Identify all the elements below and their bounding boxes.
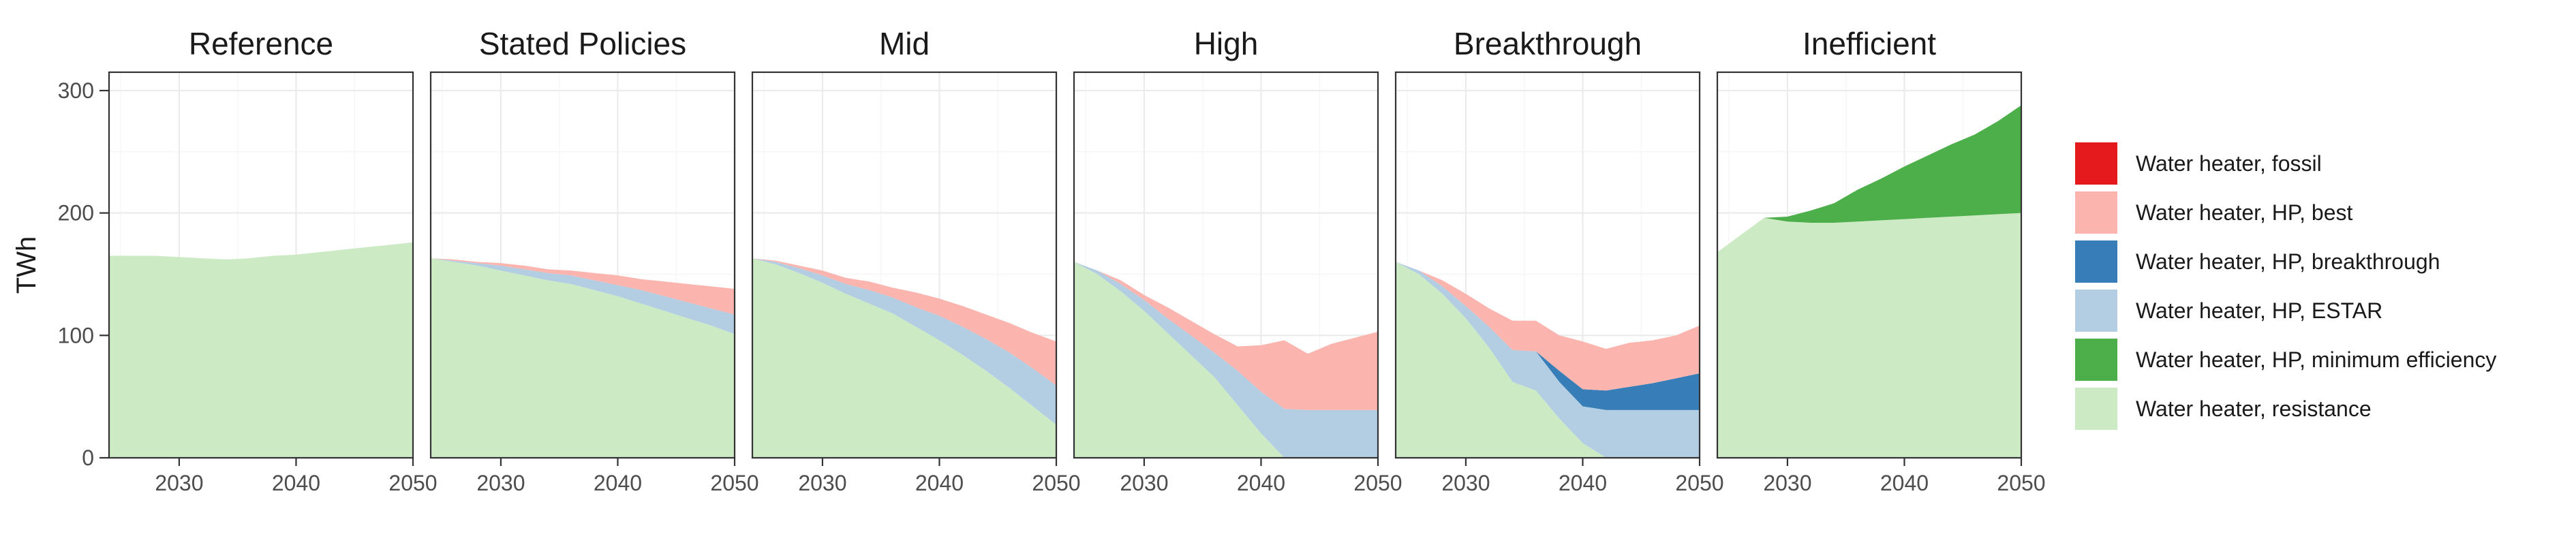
x-tick-label: 2050 <box>1997 471 2045 495</box>
x-tick-label: 2030 <box>1120 471 1168 495</box>
area-water-heater-resistance <box>431 258 735 458</box>
legend-item-water-heater-hp-estar: Water heater, HP, ESTAR <box>2073 287 2382 334</box>
area-water-heater-hp-best <box>1396 262 1700 391</box>
area-water-heater-resistance <box>752 258 1056 458</box>
legend-label: Water heater, HP, minimum efficiency <box>2136 347 2496 372</box>
facet-title: High <box>1194 26 1259 61</box>
area-water-heater-hp-breakthrough <box>1396 262 1700 410</box>
area-water-heater-hp-best <box>1074 262 1378 410</box>
panel-reference: Reference 2030 2040 2050 <box>108 26 438 495</box>
y-axis: TWh 0 100 200 300 <box>12 78 109 470</box>
x-tick-label: 2030 <box>476 471 525 495</box>
area-water-heater-resistance <box>1396 262 1700 458</box>
legend-label: Water heater, HP, best <box>2136 200 2353 225</box>
legend-swatch <box>2075 339 2117 381</box>
legend-label: Water heater, HP, breakthrough <box>2136 249 2440 274</box>
x-tick-label: 2040 <box>272 471 320 495</box>
y-tick-label: 200 <box>58 201 94 225</box>
legend-swatch <box>2075 142 2117 185</box>
y-tick-label: 100 <box>58 323 94 347</box>
panel-high: High 2030 2040 2050 <box>1073 26 1402 495</box>
facet-title: Breakthrough <box>1454 26 1642 61</box>
x-tick-label: 2030 <box>1441 471 1490 495</box>
legend-item-water-heater-fossil: Water heater, fossil <box>2073 140 2322 187</box>
legend-swatch <box>2075 191 2117 234</box>
legend-swatch <box>2075 290 2117 332</box>
legend-label: Water heater, resistance <box>2136 396 2372 421</box>
y-tick-label: 300 <box>58 78 94 103</box>
y-tick-label: 0 <box>82 446 94 470</box>
x-tick-label: 2030 <box>798 471 846 495</box>
area-stack <box>109 242 413 458</box>
x-tick-label: 2040 <box>915 471 964 495</box>
legend-label: Water heater, fossil <box>2136 151 2322 176</box>
x-tick-label: 2050 <box>388 471 437 495</box>
x-tick-label: 2050 <box>1675 471 1723 495</box>
x-tick-label: 2050 <box>1353 471 1402 495</box>
legend-label: Water heater, HP, ESTAR <box>2136 298 2382 323</box>
area-water-heater-resistance <box>109 242 413 458</box>
legend: Water heater, fossil Water heater, HP, be… <box>2073 140 2496 432</box>
legend-item-water-heater-hp-breakthrough: Water heater, HP, breakthrough <box>2073 238 2440 285</box>
area-water-heater-hp-best <box>752 258 1056 386</box>
x-tick-label: 2040 <box>1559 471 1607 495</box>
panel-stated-policies: Stated Policies 2030 2040 2050 <box>429 26 759 495</box>
area-water-heater-hp-estar <box>1396 262 1700 458</box>
facet-title: Inefficient <box>1803 26 1936 61</box>
x-tick-label: 2050 <box>1032 471 1080 495</box>
panel-border <box>751 71 1058 459</box>
area-water-heater-hp-minimum-efficiency <box>1717 105 2021 253</box>
legend-swatch <box>2075 240 2117 283</box>
legend-item-water-heater-hp-minimum-efficiency: Water heater, HP, minimum efficiency <box>2073 337 2496 383</box>
legend-item-water-heater-resistance: Water heater, resistance <box>2073 386 2372 432</box>
panel-border <box>1073 71 1379 459</box>
x-tick-label: 2030 <box>155 471 203 495</box>
area-water-heater-hp-estar <box>1074 262 1378 458</box>
area-stack <box>431 258 735 458</box>
legend-swatch <box>2075 388 2117 430</box>
area-water-heater-hp-best <box>431 258 735 315</box>
panel-border <box>1716 71 2023 459</box>
legend-item-water-heater-hp-best: Water heater, HP, best <box>2073 189 2353 236</box>
chart-panels: Reference 2030 2040 2050 Stated Policies 2030… <box>108 26 2046 495</box>
panel-breakthrough: Breakthrough 2030 2040 2050 <box>1394 26 1724 495</box>
area-water-heater-resistance <box>1717 213 2021 458</box>
facet-title: Reference <box>189 26 333 61</box>
x-tick-label: 2030 <box>1763 471 1811 495</box>
facet-title: Stated Policies <box>479 26 686 61</box>
facet-title: Mid <box>879 26 930 61</box>
panel-border <box>1394 71 1701 459</box>
area-water-heater-resistance <box>1074 262 1378 458</box>
x-tick-label: 2040 <box>1880 471 1929 495</box>
panel-mid: Mid 2030 2040 2050 <box>751 26 1081 495</box>
x-tick-label: 2040 <box>594 471 642 495</box>
x-tick-label: 2050 <box>710 471 758 495</box>
panel-border <box>108 71 414 459</box>
area-stack <box>1396 262 1700 458</box>
y-axis-title: TWh <box>12 236 42 294</box>
panel-inefficient: Inefficient 2030 2040 2050 <box>1716 26 2046 495</box>
area-stack <box>1717 105 2021 458</box>
area-stack <box>752 258 1056 458</box>
panel-border <box>429 71 736 459</box>
area-stack <box>1074 262 1378 458</box>
x-tick-label: 2040 <box>1237 471 1285 495</box>
